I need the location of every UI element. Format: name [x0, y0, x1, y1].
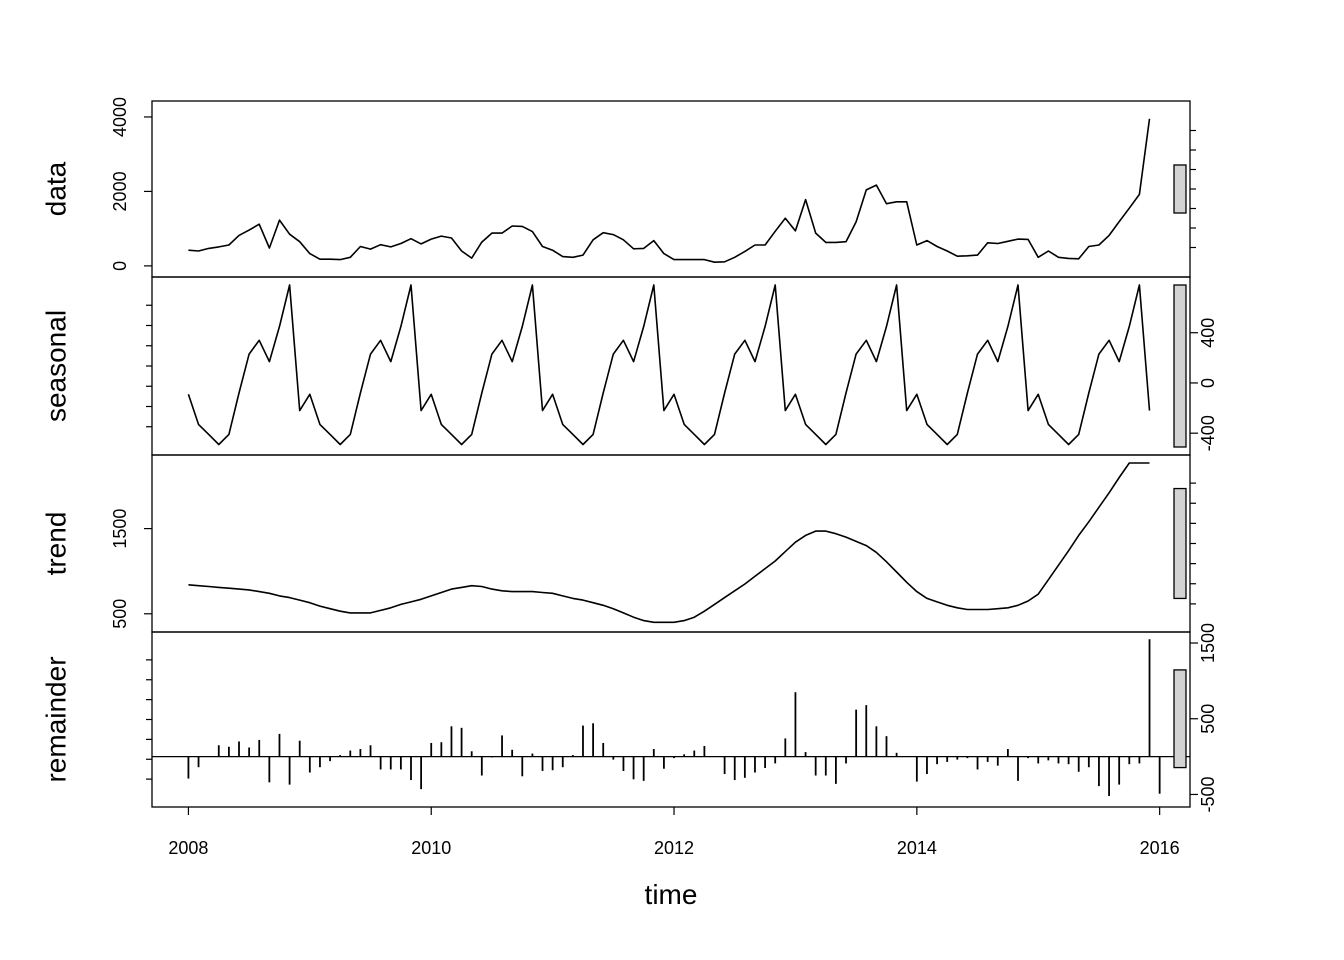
trend-panel: trend 500 1500	[40, 454, 1196, 633]
remainder-panel-frame	[151, 631, 1191, 808]
x-tick-label: 2016	[1140, 838, 1180, 858]
x-tick-label: 2012	[654, 838, 694, 858]
x-tick-label: 2008	[168, 838, 208, 858]
seasonal-panel-frame	[151, 276, 1191, 456]
seasonal-panel: seasonal -400 0 400	[40, 276, 1218, 456]
trend-scale-bar	[1173, 487, 1187, 600]
remainder-ytick-label: 1500	[1198, 623, 1218, 663]
seasonal-series-line	[187, 284, 1151, 446]
remainder-ytick-label: -500	[1198, 776, 1218, 812]
x-axis: 2008 2010 2012 2014 2016	[168, 807, 1180, 858]
data-scale-bar	[1173, 164, 1187, 214]
remainder-ytick-label: 500	[1198, 704, 1218, 734]
seasonal-scale-bar	[1173, 284, 1187, 448]
remainder-axis-label: remainder	[40, 656, 71, 782]
trend-ytick-label: 500	[110, 599, 130, 629]
data-panel: data 0 2000 4000	[40, 97, 1196, 278]
trend-panel-frame	[151, 454, 1191, 633]
trend-axis-label: trend	[40, 512, 71, 576]
seasonal-ytick-label: -400	[1198, 415, 1218, 451]
trend-series-line	[188, 462, 1150, 624]
data-series-line	[188, 118, 1151, 263]
data-ytick-label: 4000	[110, 97, 130, 137]
panels-group: data 0 2000 4000 seasonal -400 0 400 trend 500 150…	[40, 97, 1218, 813]
remainder-panel: remainder -500 500 1500	[40, 623, 1218, 812]
x-tick-label: 2014	[897, 838, 937, 858]
x-tick-label: 2010	[411, 838, 451, 858]
data-ytick-label: 2000	[110, 171, 130, 211]
remainder-scale-bar	[1173, 669, 1187, 769]
trend-ytick-label: 1500	[110, 509, 130, 549]
seasonal-axis-label: seasonal	[40, 310, 71, 422]
x-axis-label: time	[645, 879, 698, 910]
data-axis-label: data	[40, 161, 71, 216]
seasonal-ytick-label: 400	[1198, 318, 1218, 348]
seasonal-ytick-label: 0	[1198, 378, 1218, 388]
data-ytick-label: 0	[110, 261, 130, 271]
